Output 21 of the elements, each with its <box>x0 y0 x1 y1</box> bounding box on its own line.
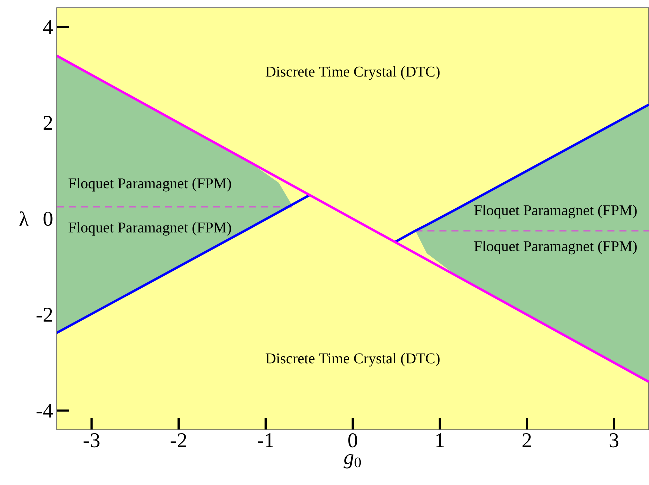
x-tick-label: -1 <box>258 434 274 448</box>
annotation: Floquet Paramagnet (FPM) <box>474 205 637 219</box>
x-tick-label: 1 <box>436 434 444 448</box>
x-tick-label: 0 <box>348 434 358 448</box>
y-axis-title: λ <box>20 212 30 226</box>
x-tick-label: 2 <box>522 434 532 448</box>
x-tick-label: -3 <box>84 434 100 448</box>
line-series <box>57 194 312 334</box>
y-tick-label: 2 <box>44 116 52 130</box>
y-tick-label: -2 <box>36 308 52 322</box>
annotation: Discrete Time Crystal (DTC) <box>266 353 440 367</box>
annotation: Discrete Time Crystal (DTC) <box>266 66 440 80</box>
x-tick-label: 3 <box>610 434 619 448</box>
annotation: Floquet Paramagnet (FPM) <box>68 222 232 236</box>
x-tick-label: -2 <box>170 434 186 448</box>
annotation: Floquet Paramagnet (FPM) <box>474 240 637 255</box>
x-axis-title: g$_{0}$ <box>344 454 362 469</box>
annotation: Floquet Paramagnet (FPM) <box>68 178 232 192</box>
y-tick-label: 4 <box>43 20 54 34</box>
y-tick-label: -4 <box>36 404 54 418</box>
y-tick-label: 0 <box>44 212 53 226</box>
